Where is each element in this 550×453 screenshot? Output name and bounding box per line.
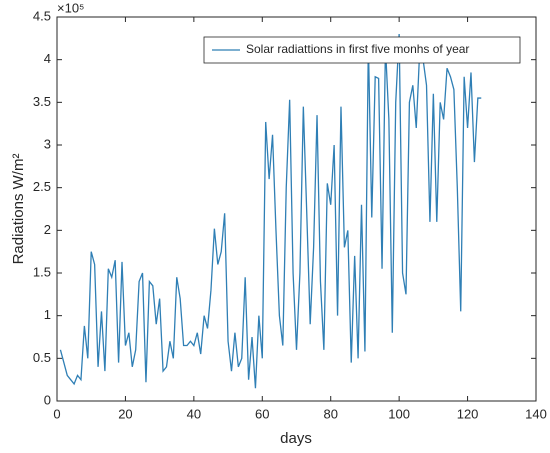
x-tick-label: 40 xyxy=(187,406,201,421)
x-tick-label: 120 xyxy=(457,406,479,421)
y-tick-label: 3.5 xyxy=(33,94,51,109)
legend-box xyxy=(203,36,521,64)
data-line xyxy=(59,34,482,389)
y-tick-label: 3 xyxy=(44,136,51,151)
x-tick-label: 140 xyxy=(525,406,547,421)
x-tick-label: 80 xyxy=(323,406,337,421)
y-exponent: ×10⁵ xyxy=(57,0,84,15)
y-tick-label: 1.5 xyxy=(33,264,51,279)
x-tick-label: 20 xyxy=(118,406,132,421)
x-tick-label: 0 xyxy=(53,406,60,421)
x-tick-label: 60 xyxy=(255,406,269,421)
legend-label: Solar radiattions in first five monhs of… xyxy=(246,42,469,56)
y-tick-label: 2 xyxy=(44,222,51,237)
y-tick-label: 4.5 xyxy=(33,8,51,23)
y-tick-label: 4 xyxy=(44,51,51,66)
y-tick-label: 2.5 xyxy=(33,179,51,194)
y-axis-label: Radiations W/m² xyxy=(10,154,27,265)
y-tick-label: 0 xyxy=(44,392,51,407)
y-tick-label: 0.5 xyxy=(33,350,51,365)
x-axis-label: days xyxy=(280,430,312,447)
x-tick-label: 100 xyxy=(388,406,410,421)
y-tick-label: 1 xyxy=(44,307,51,322)
